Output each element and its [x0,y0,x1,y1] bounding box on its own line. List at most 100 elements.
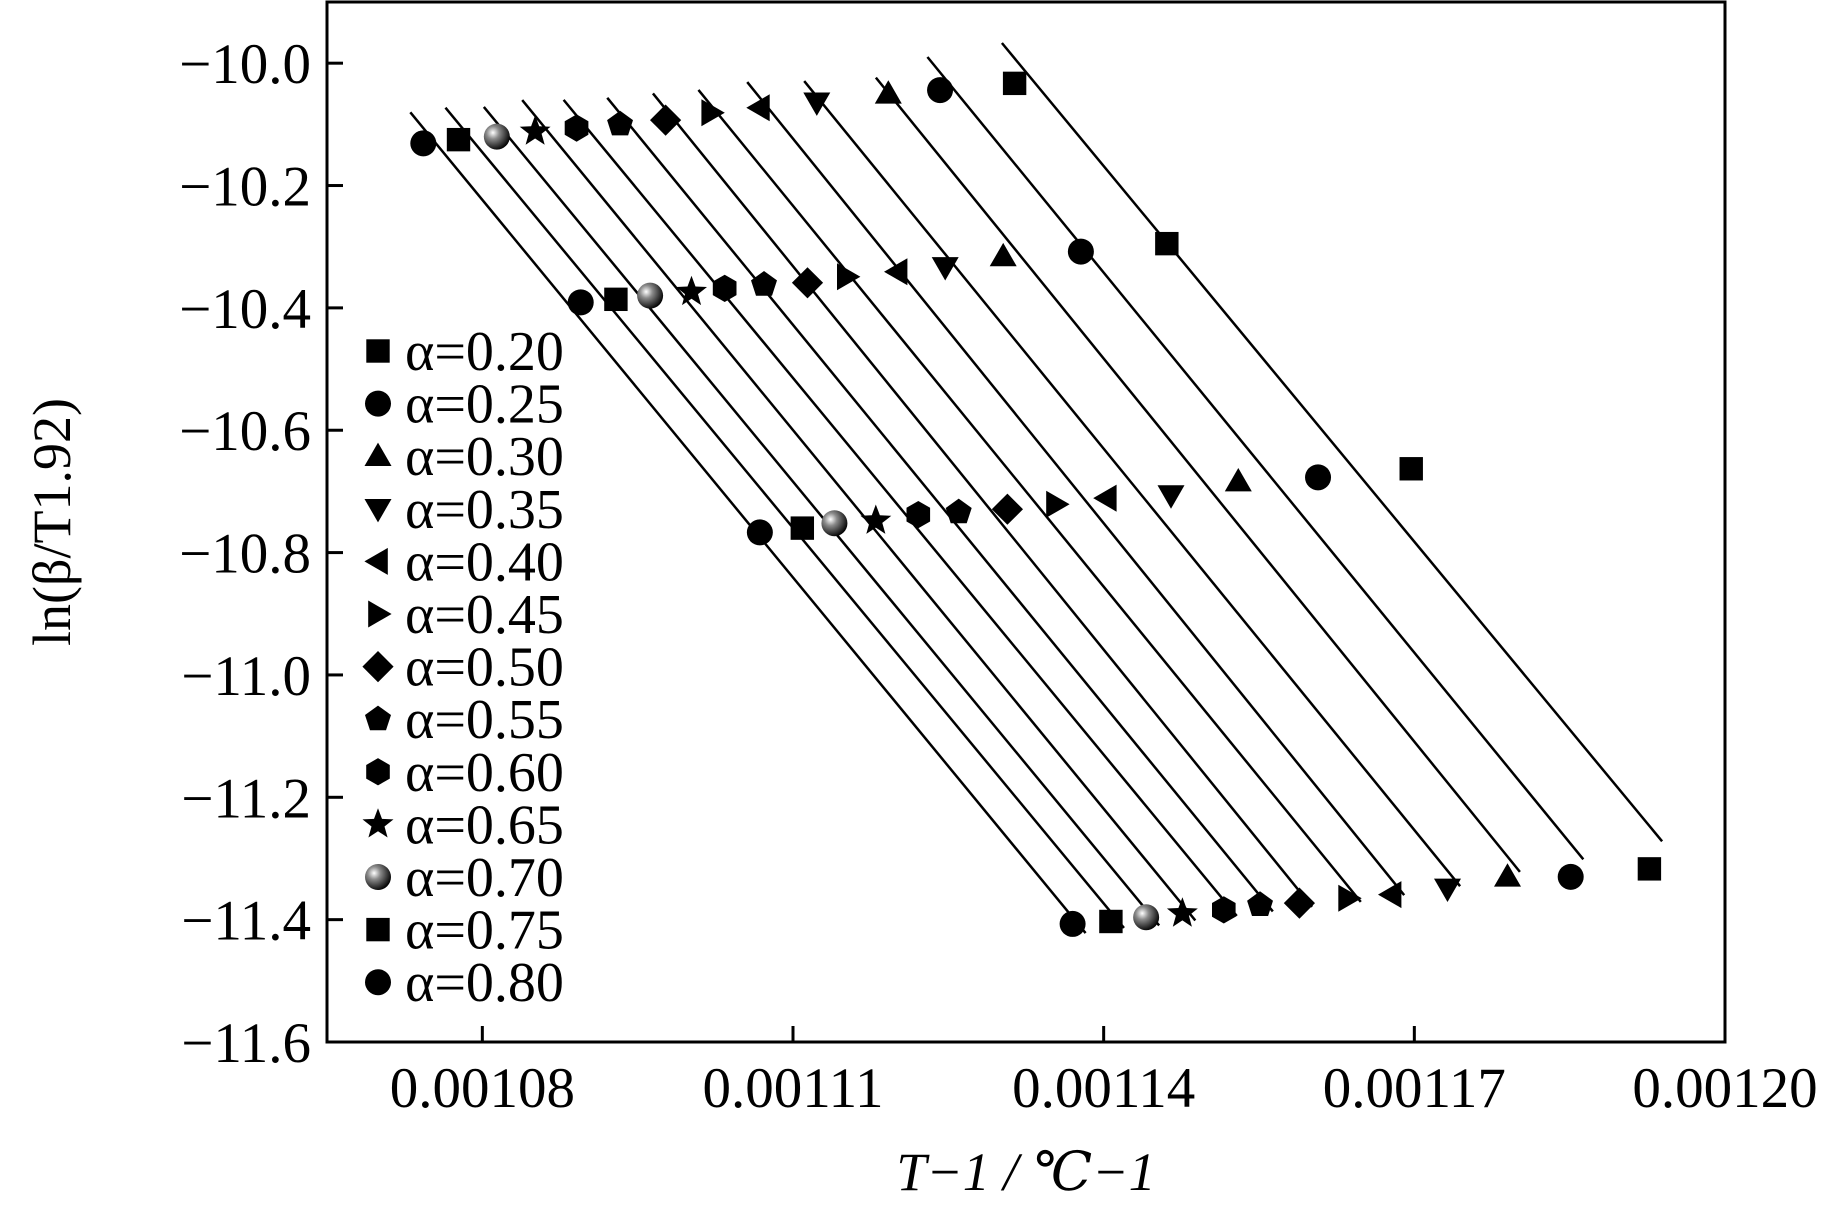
marker-square [1637,857,1662,881]
marker-square [1002,71,1027,96]
marker-pentagon [365,705,391,731]
marker-triangle-right [1338,884,1362,912]
marker-triangle-up [989,242,1017,267]
marker-square [604,287,628,312]
marker-square [1399,457,1423,481]
marker-circle [1305,464,1332,491]
y-tick-label: −11.2 [181,767,311,830]
marker-triangle-left [1378,881,1402,909]
y-axis-title: ln(β/T1.92) [22,398,82,646]
marker-square [1155,231,1179,256]
marker-square [446,127,471,152]
legend-label: α=0.45 [405,584,564,646]
legend-label: α=0.50 [405,637,564,699]
x-tick-label: 0.00114 [1012,1057,1195,1120]
marker-pentagon [945,498,972,524]
marker-triangle-up [874,80,902,104]
marker-circle [365,969,391,996]
marker-hexagon [564,114,589,142]
marker-hexagon [1212,896,1236,924]
marker-triangle-left [1093,484,1117,512]
fit-line [562,99,1238,917]
fit-line [409,111,1087,934]
x-tick-label: 0.00120 [1632,1057,1817,1120]
legend-label: α=0.75 [405,900,564,962]
fit-line [874,76,1521,873]
legend-label: α=0.80 [405,952,564,1014]
marker-diamond [1283,887,1315,919]
x-tick-label: 0.00111 [702,1057,883,1120]
marker-diamond [362,651,394,683]
marker-diamond [650,104,682,136]
marker-triangle-left [746,94,770,122]
legend-label: α=0.30 [405,426,564,488]
marker-hexagon [712,274,737,302]
marker-triangle-up [1494,863,1521,887]
marker-triangle-left [884,258,908,286]
marker-circle [1557,863,1584,890]
marker-triangle-down [1434,878,1461,902]
marker-diamond [791,267,824,299]
marker-hexagon [366,758,390,786]
marker-sphere [821,510,848,537]
legend-label: α=0.70 [405,847,564,909]
marker-pentagon [1247,891,1273,916]
fit-line [651,92,1314,908]
marker-square [366,917,390,942]
marker-star [676,275,707,306]
marker-circle [746,519,773,546]
fit-line [697,89,1362,903]
marker-triangle-down [931,257,959,281]
fit-line [606,97,1274,913]
fit-line [926,56,1585,861]
marker-sphere [1133,904,1160,931]
x-axis-title: T−1 / ℃−1 [896,1142,1155,1202]
y-tick-label: −11.0 [181,645,311,708]
marker-triangle-down [364,499,392,523]
marker-triangle-right [368,600,392,628]
legend-label: α=0.40 [405,531,564,593]
x-tick-label: 0.00117 [1323,1057,1506,1120]
marker-sphere [483,123,510,150]
marker-pentagon [607,110,633,136]
marker-square [366,339,390,363]
marker-triangle-down [1157,485,1185,509]
marker-triangle-right [837,263,861,291]
fit-line [1000,42,1664,843]
y-tick-label: −10.8 [179,523,311,586]
y-tick-label: −10.0 [179,33,311,96]
fit-line [521,99,1197,922]
y-tick-label: −10.2 [179,156,311,219]
marker-circle [410,130,437,157]
fit-line [444,106,1125,929]
marker-square [790,516,815,540]
marker-circle [567,289,594,316]
legend-label: α=0.25 [405,374,564,436]
marker-triangle-down [803,92,831,116]
marker-sphere [637,282,664,309]
legend-label: α=0.20 [405,321,564,383]
marker-star [1166,897,1198,927]
fit-line [482,106,1161,927]
y-tick-label: −10.6 [179,400,311,463]
marker-triangle-up [364,442,392,466]
marker-pentagon [751,271,777,296]
marker-triangle-left [364,547,388,575]
marker-star [362,808,394,838]
fit-line [746,81,1406,896]
legend-label: α=0.60 [405,742,564,804]
marker-star [519,115,551,145]
marker-triangle-up [1224,468,1252,492]
y-tick-label: −11.6 [181,1012,311,1075]
marker-circle [927,77,954,104]
legend-label: α=0.35 [405,479,564,541]
marker-triangle-right [1046,490,1070,518]
y-tick-label: −11.4 [181,890,311,953]
fit-line [803,80,1462,887]
marker-circle [1067,238,1094,265]
legend-label: α=0.55 [405,689,564,751]
marker-hexagon [906,501,931,529]
marker-diamond [991,493,1023,525]
